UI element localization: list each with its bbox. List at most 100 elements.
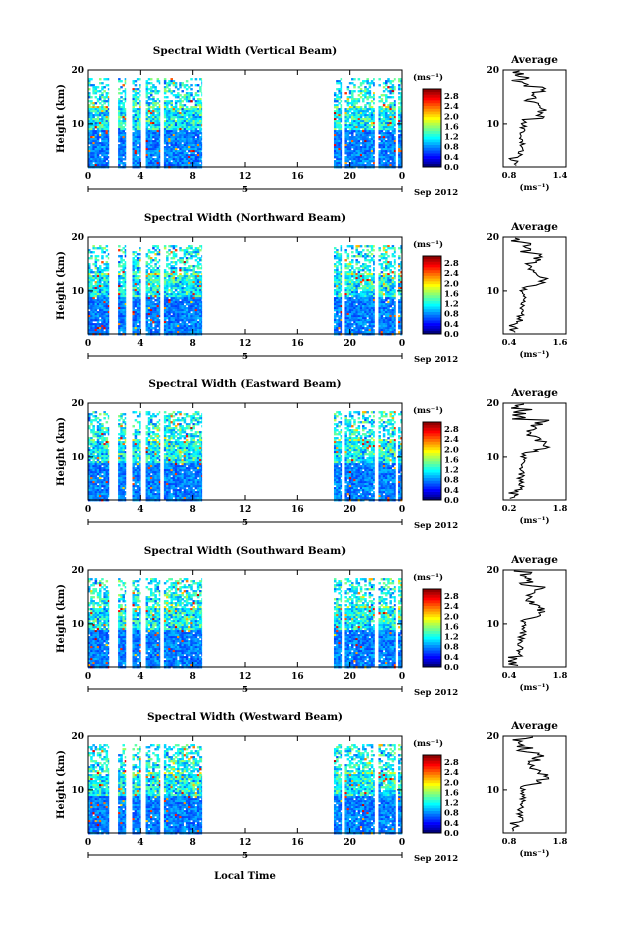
heatmap-cell — [359, 291, 363, 294]
heatmap-cell — [139, 323, 141, 326]
heatmap-cell — [192, 303, 195, 306]
heatmap-cell — [344, 331, 347, 334]
heatmap-cell — [168, 319, 171, 322]
colorbar-segment — [423, 141, 441, 146]
heatmap-cell — [385, 164, 388, 167]
heatmap-cell — [156, 152, 160, 155]
heatmap-cell — [147, 277, 151, 280]
heatmap-cell — [96, 315, 100, 318]
heatmap-cell — [351, 92, 354, 95]
heatmap-cell — [357, 116, 361, 119]
heatmap-cell — [168, 162, 171, 165]
heatmap-cell — [391, 96, 395, 99]
heatmap-cell — [366, 88, 369, 91]
heatmap-cell — [147, 305, 151, 308]
heatmap-cell — [88, 257, 91, 260]
heatmap-cell — [118, 78, 121, 81]
heatmap-cell — [194, 297, 198, 300]
heatmap-cell — [185, 144, 189, 147]
heatmap-cell — [199, 249, 202, 252]
heatmap-cell — [366, 311, 369, 314]
heatmap-cell — [166, 160, 169, 163]
heatmap-cell — [366, 144, 369, 147]
heatmap-cell — [152, 285, 155, 288]
heatmap-cell — [190, 136, 193, 139]
heatmap-cell — [103, 114, 106, 117]
heatmap-cell — [366, 301, 369, 304]
heatmap-cell — [120, 303, 123, 306]
heatmap-cell — [99, 299, 102, 302]
heatmap-cell — [99, 98, 102, 101]
heatmap-cell — [398, 138, 401, 141]
heatmap-cell — [145, 283, 149, 286]
heatmap-cell — [183, 162, 187, 165]
heatmap-cell — [132, 315, 135, 318]
heatmap-cell — [199, 148, 202, 151]
heatmap-cell — [370, 247, 374, 250]
heatmap-cell — [166, 285, 169, 288]
heatmap-cell — [163, 130, 167, 133]
heatmap-cell — [393, 142, 396, 145]
heatmap-cell — [348, 126, 352, 129]
heatmap-cell — [378, 279, 381, 282]
heatmap-cell — [400, 124, 403, 127]
heatmap-cell — [199, 118, 202, 121]
heatmap-cell — [353, 128, 356, 131]
heatmap-cell — [107, 273, 110, 276]
heatmap-cell — [124, 309, 127, 312]
heatmap-cell — [192, 158, 195, 161]
heatmap-cell — [359, 251, 363, 254]
heatmap-cell — [88, 138, 91, 141]
heatmap-cell — [107, 146, 110, 149]
heatmap-cell — [105, 325, 109, 328]
heatmap-cell — [370, 122, 374, 125]
heatmap-cell — [90, 317, 93, 320]
heatmap-cell — [373, 313, 375, 316]
heatmap-cell — [99, 297, 102, 300]
heatmap-cell — [99, 110, 102, 113]
heatmap-cell — [194, 279, 198, 282]
heatmap-cell — [147, 249, 151, 252]
heatmap-cell — [168, 102, 171, 105]
heatmap-cell — [199, 116, 202, 119]
heatmap-cell — [194, 253, 198, 256]
heatmap-cell — [118, 325, 121, 328]
heatmap-cell — [340, 259, 343, 262]
heatmap-cell — [333, 92, 337, 95]
heatmap-cell — [154, 321, 157, 324]
heatmap-cell — [118, 110, 121, 113]
heatmap-cell — [105, 138, 109, 141]
heatmap-cell — [359, 108, 363, 111]
heatmap-cell — [188, 116, 191, 119]
heatmap-cell — [177, 313, 180, 316]
heatmap-cell — [188, 154, 191, 157]
heatmap-cell — [362, 90, 365, 93]
heatmap-cell — [199, 295, 202, 298]
heatmap-cell — [118, 150, 121, 153]
heatmap-cell — [188, 301, 191, 304]
heatmap-cell — [177, 124, 180, 127]
heatmap-cell — [166, 281, 169, 284]
heatmap-cell — [103, 116, 106, 119]
heatmap-cell — [333, 299, 337, 302]
heatmap-cell — [107, 140, 110, 143]
heatmap-cell — [147, 160, 151, 163]
heatmap-cell — [158, 327, 161, 330]
heatmap-cell — [163, 146, 167, 149]
heatmap-cell — [122, 319, 125, 322]
heatmap-cell — [357, 267, 361, 270]
heatmap-cell — [124, 253, 127, 256]
heatmap-cell — [183, 130, 187, 133]
heatmap-cell — [139, 321, 141, 324]
heatmap-cell — [149, 303, 153, 306]
heatmap-cell — [346, 116, 350, 119]
heatmap-cell — [101, 94, 104, 97]
heatmap-cell — [366, 283, 369, 286]
heatmap-cell — [380, 114, 384, 117]
heatmap-cell — [134, 142, 138, 145]
heatmap-cell — [192, 323, 195, 326]
heatmap-cell — [387, 162, 390, 165]
heatmap-cell — [166, 273, 169, 276]
heatmap-cell — [192, 307, 195, 310]
heatmap-cell — [90, 279, 93, 282]
